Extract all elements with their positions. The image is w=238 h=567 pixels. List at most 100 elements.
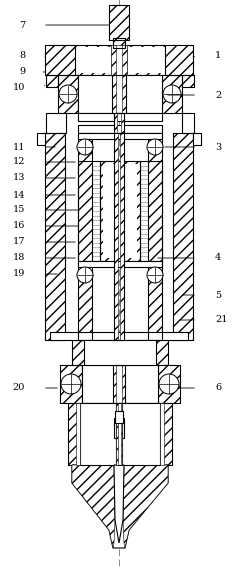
Text: 20: 20 xyxy=(13,383,25,392)
Bar xyxy=(103,164,137,258)
Bar xyxy=(114,133,118,340)
Circle shape xyxy=(61,374,81,394)
Bar xyxy=(45,45,193,75)
Text: 16: 16 xyxy=(13,222,25,231)
Polygon shape xyxy=(123,465,168,548)
Bar xyxy=(114,113,117,133)
Bar xyxy=(122,365,125,403)
Bar xyxy=(111,45,127,75)
Bar xyxy=(60,365,82,403)
Text: 9: 9 xyxy=(19,67,25,77)
Circle shape xyxy=(147,139,163,155)
Bar xyxy=(72,340,168,365)
Bar xyxy=(140,161,162,261)
Text: 18: 18 xyxy=(13,253,25,263)
Bar xyxy=(45,45,193,75)
Bar xyxy=(78,125,162,133)
Text: 12: 12 xyxy=(13,158,25,167)
Bar xyxy=(58,75,78,113)
Bar xyxy=(60,365,82,403)
Bar xyxy=(158,365,180,403)
Bar xyxy=(182,75,194,87)
Bar xyxy=(182,113,194,133)
Bar xyxy=(122,45,127,75)
Bar xyxy=(121,113,124,133)
Bar xyxy=(160,403,164,465)
Bar xyxy=(162,75,182,113)
Bar xyxy=(114,113,124,133)
Text: 21: 21 xyxy=(215,315,228,324)
Bar xyxy=(37,133,45,145)
Bar xyxy=(112,75,116,113)
Bar xyxy=(76,403,80,465)
Bar xyxy=(78,133,92,340)
Bar xyxy=(68,403,172,465)
Text: 3: 3 xyxy=(215,142,221,151)
Bar xyxy=(113,38,125,48)
Text: 10: 10 xyxy=(13,83,25,92)
Bar xyxy=(78,133,162,139)
Bar xyxy=(78,133,92,340)
Bar xyxy=(114,418,124,438)
Bar xyxy=(37,133,45,145)
Text: 15: 15 xyxy=(13,205,25,214)
Bar xyxy=(80,403,160,465)
Text: 19: 19 xyxy=(13,269,25,278)
Bar xyxy=(113,365,116,403)
Bar xyxy=(173,133,193,340)
Circle shape xyxy=(147,267,163,283)
Bar xyxy=(45,133,65,340)
Bar xyxy=(116,403,122,465)
Text: 8: 8 xyxy=(19,50,25,60)
Bar xyxy=(148,133,162,340)
Bar xyxy=(45,133,65,340)
Bar xyxy=(50,332,65,340)
Text: 6: 6 xyxy=(215,383,221,392)
Bar xyxy=(82,365,158,403)
Bar xyxy=(100,161,140,261)
Bar xyxy=(193,133,201,145)
Bar xyxy=(46,75,58,87)
Bar xyxy=(78,75,162,113)
Circle shape xyxy=(159,374,179,394)
Circle shape xyxy=(77,139,93,155)
Bar xyxy=(109,5,129,40)
Polygon shape xyxy=(72,465,168,548)
Text: 17: 17 xyxy=(13,238,25,247)
Bar xyxy=(158,365,180,403)
Bar xyxy=(116,403,118,465)
Circle shape xyxy=(59,85,77,103)
Bar xyxy=(78,261,162,267)
Text: 4: 4 xyxy=(215,253,221,263)
Bar xyxy=(122,75,126,113)
Bar xyxy=(72,340,168,365)
Bar xyxy=(182,75,194,87)
Bar xyxy=(162,75,182,113)
Bar xyxy=(173,133,193,340)
Text: 14: 14 xyxy=(13,191,25,200)
Bar xyxy=(75,47,165,73)
Bar xyxy=(120,403,122,465)
Circle shape xyxy=(77,267,93,283)
Bar xyxy=(84,340,156,365)
Bar xyxy=(112,75,126,113)
Bar xyxy=(113,38,125,48)
Bar xyxy=(111,45,116,75)
Bar xyxy=(113,365,125,403)
Bar xyxy=(148,133,162,340)
Bar xyxy=(109,5,129,40)
Bar xyxy=(68,403,172,465)
Bar xyxy=(58,75,78,113)
Bar xyxy=(78,161,100,261)
Text: 13: 13 xyxy=(13,174,25,183)
Text: 11: 11 xyxy=(13,142,25,151)
Bar xyxy=(120,133,124,340)
Text: 7: 7 xyxy=(19,20,25,29)
Bar xyxy=(193,133,201,145)
Bar xyxy=(100,161,140,261)
Polygon shape xyxy=(72,465,115,548)
Text: 5: 5 xyxy=(215,290,221,299)
Text: 1: 1 xyxy=(215,50,221,60)
Bar xyxy=(46,113,66,133)
Bar xyxy=(114,133,124,340)
